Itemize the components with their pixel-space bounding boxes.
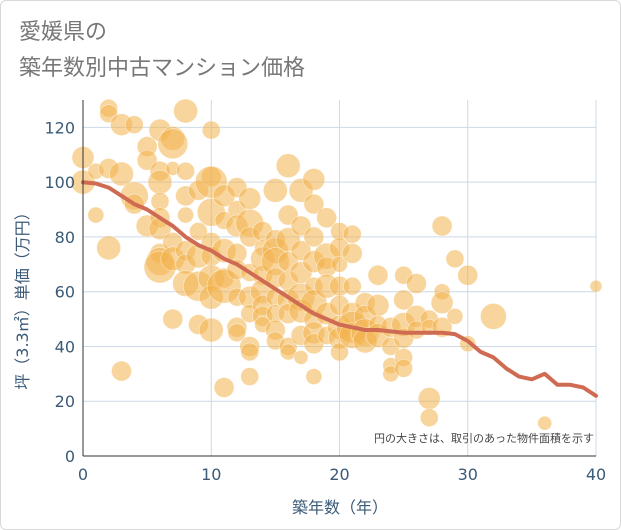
bubble-point — [275, 153, 301, 179]
bubble-point — [240, 342, 260, 362]
bubble-point — [240, 367, 260, 386]
bubble-point — [430, 291, 454, 314]
bubble-point — [406, 273, 427, 294]
bubble-point — [331, 256, 348, 273]
bubble-point — [201, 120, 221, 140]
bubble-layer — [70, 98, 603, 431]
bubble-point — [431, 215, 453, 237]
bubble-point — [198, 317, 224, 343]
bubble-point — [457, 264, 479, 286]
trend-line — [81, 180, 598, 398]
bubble-point — [589, 279, 603, 293]
bubble-point — [213, 377, 235, 398]
x-tick-label: 10 — [201, 465, 221, 484]
bubble-point — [238, 187, 262, 210]
x-axis-label: 築年数（年） — [292, 498, 388, 517]
bubble-point — [173, 98, 198, 124]
bubble-point — [293, 350, 309, 365]
title-line-2: 築年数別中古マンション価格 — [19, 56, 306, 81]
bubble-point — [302, 168, 326, 191]
title-line-1: 愛媛県の — [19, 20, 108, 45]
bubble-point — [446, 308, 464, 325]
bubble-point — [177, 206, 194, 224]
x-tick-label: 20 — [329, 465, 349, 484]
bubble-point — [343, 224, 362, 244]
y-tick-label: 20 — [55, 392, 75, 411]
x-tick-label: 30 — [458, 465, 478, 484]
trend-layer — [81, 180, 598, 398]
bubble-point — [419, 408, 439, 427]
bubble-point — [343, 276, 362, 296]
bubble-point — [157, 128, 189, 160]
bubble-point — [417, 387, 441, 410]
bubble-point — [330, 342, 349, 362]
bubble-point — [111, 360, 132, 382]
bubble-point — [367, 264, 389, 286]
bubble-point — [303, 226, 325, 248]
y-tick-label: 40 — [55, 337, 75, 356]
bubble-point — [87, 206, 105, 224]
bubble-point — [393, 289, 414, 311]
bubble-point — [109, 161, 134, 187]
y-tick-label: 120 — [44, 118, 75, 137]
y-axis-label: 坪（3.3㎡）単価（万円） — [13, 204, 32, 389]
bubble-point — [227, 323, 247, 343]
bubble-point — [125, 115, 144, 134]
bubble-point — [537, 415, 553, 431]
bubble-point — [162, 308, 184, 330]
bubble-point — [96, 235, 121, 261]
y-tick-label: 0 — [65, 447, 75, 466]
chart-title: 愛媛県の 築年数別中古マンション価格 — [19, 15, 305, 87]
bubble-size-note: 円の大きさは、取引のあった物件面積を示す — [374, 431, 594, 445]
axes: 0 20 40 60 80 100 120 0 10 20 30 40 — [44, 100, 606, 484]
bubble-point — [176, 161, 195, 181]
bubble-point — [263, 178, 288, 203]
bubble-point — [305, 368, 323, 385]
bubble-point — [366, 294, 390, 317]
y-tick-label: 80 — [55, 228, 75, 247]
bubble-point — [445, 249, 465, 269]
x-tick-label: 40 — [586, 465, 606, 484]
bubble-point — [394, 359, 413, 378]
y-tick-label: 60 — [55, 283, 75, 302]
x-tick-label: 0 — [78, 465, 88, 484]
bubble-point — [342, 243, 363, 264]
y-tick-label: 100 — [44, 173, 75, 192]
bubble-point — [480, 303, 507, 330]
bubble-point — [303, 193, 325, 215]
bubble-point — [316, 207, 337, 229]
bubble-point — [189, 222, 208, 241]
